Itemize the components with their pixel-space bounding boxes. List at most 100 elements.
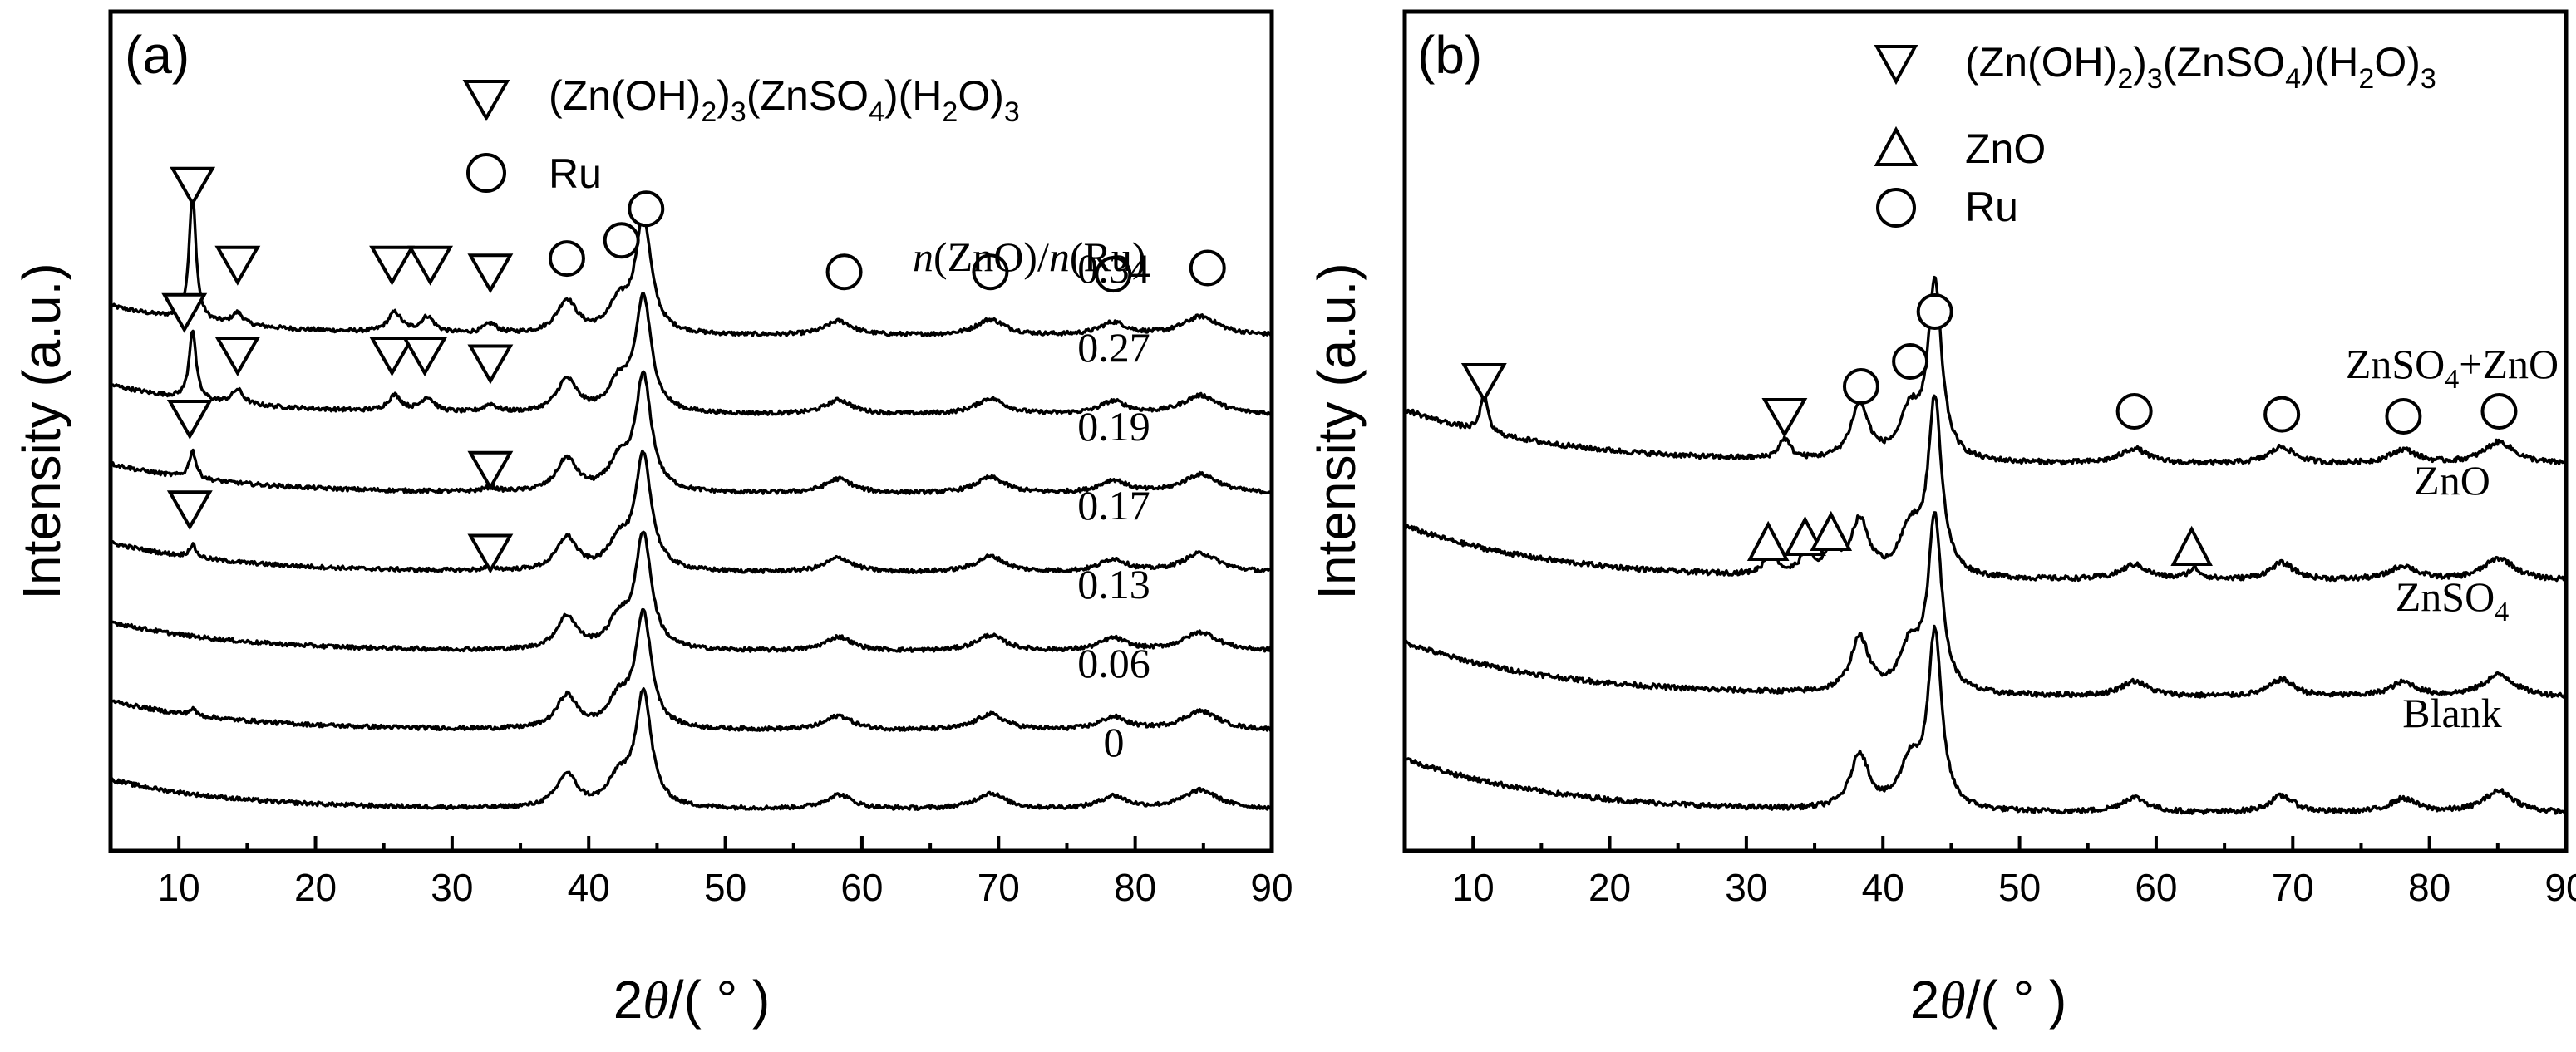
hydrozincite-peak-marker — [1460, 363, 1507, 404]
legend-a-circle-marker — [466, 153, 506, 193]
panel-a-x-axis-label: 2θ/( ° ) — [613, 970, 771, 1030]
xrd-trace-0.13 — [109, 530, 1273, 653]
x-tick-label: 30 — [431, 866, 473, 909]
panel-b-traces — [1403, 275, 2568, 815]
hydrozincite-peak-marker — [161, 292, 208, 333]
hydrozincite-peak-marker — [467, 533, 514, 574]
ru-peak-marker — [1095, 256, 1132, 293]
ru-peak-marker — [1916, 293, 1953, 330]
panel-a-markers — [161, 166, 1226, 574]
x-tick-label: 80 — [1114, 866, 1156, 909]
panel-b-y-axis-label: Intensity (a.u.) — [1307, 263, 1367, 600]
x-tick-label: 70 — [978, 866, 1020, 909]
panel-a-traces — [109, 193, 1273, 811]
zno-peak-marker — [2170, 525, 2213, 566]
panel-a-label: (a) — [125, 25, 190, 85]
ru-peak-marker — [2385, 398, 2422, 435]
xrd-trace-ZnO — [1403, 394, 2568, 583]
panel-a-legend: (Zn(OH)2)3(ZnSO4)(H2O)3 Ru — [462, 72, 1020, 197]
ru-peak-marker — [972, 253, 1009, 291]
x-tick-label: 40 — [568, 866, 610, 909]
ru-peak-marker — [1189, 249, 1226, 287]
panel-a-frame — [108, 9, 1274, 853]
ru-peak-marker — [1842, 368, 1879, 405]
series-label-ZnSO4+ZnO: ZnSO4+ZnO — [2346, 341, 2559, 395]
series-label-0.34: 0.34 — [1077, 245, 1150, 292]
series-label-0.17: 0.17 — [1077, 482, 1150, 528]
hydrozincite-peak-marker — [467, 253, 514, 294]
zno-peak-marker — [1810, 510, 1853, 551]
x-tick-label: 50 — [704, 866, 746, 909]
legend-b-label-hydrozincite: (Zn(OH)2)3(ZnSO4)(H2O)3 — [1965, 39, 2436, 95]
hydrozincite-peak-marker — [166, 400, 213, 440]
x-tick-label: 50 — [1998, 866, 2041, 909]
ru-peak-marker — [1892, 343, 1929, 380]
ru-peak-marker — [825, 253, 863, 291]
x-tick-label: 60 — [840, 866, 883, 909]
panel-b-frame — [1402, 9, 2569, 853]
ru-peak-marker — [548, 240, 585, 278]
hydrozincite-peak-marker — [214, 245, 261, 286]
panel-a-series-labels: 0.34 0.27 0.19 0.17 0.13 0.06 0 — [1077, 245, 1150, 765]
series-label-0.13: 0.13 — [1077, 561, 1150, 607]
legend-a-label-hydrozincite: (Zn(OH)2)3(ZnSO4)(H2O)3 — [549, 72, 1020, 128]
panel-b-label: (b) — [1417, 25, 1482, 85]
panel-b-x-axis-label: 2θ/( ° ) — [1910, 970, 2067, 1030]
hydrozincite-peak-marker — [401, 337, 448, 377]
panel-a-y-axis-label: Intensity (a.u.) — [12, 263, 71, 600]
hydrozincite-peak-marker — [214, 337, 261, 377]
panel-b-series-labels: ZnSO4+ZnO ZnO ZnSO4 Blank — [2346, 341, 2559, 736]
x-tick-label: 60 — [2135, 866, 2177, 909]
panel-a: 10 20 30 40 50 60 70 80 90 0.340.270.190.170.130… — [12, 9, 1293, 1030]
xrd-trace-ZnSO4 — [1403, 511, 2568, 699]
x-tick-label: 90 — [2544, 866, 2576, 909]
series-label-ZnSO4: ZnSO4 — [2396, 573, 2509, 627]
hydrozincite-peak-marker — [369, 337, 416, 377]
xrd-trace-0.19 — [109, 370, 1273, 495]
xrd-trace-0.06 — [109, 607, 1273, 732]
ru-peak-marker — [628, 190, 665, 228]
x-tick-label: 70 — [2272, 866, 2314, 909]
series-label-0.19: 0.19 — [1077, 403, 1150, 450]
ru-peak-marker — [2480, 393, 2518, 430]
x-tick-label: 20 — [1588, 866, 1631, 909]
ru-peak-marker — [603, 222, 640, 259]
series-label-0.06: 0.06 — [1077, 640, 1150, 686]
panel-b-x-ticks: 10 20 30 40 50 60 70 80 90 — [1403, 836, 2576, 909]
xrd-trace-0 — [109, 687, 1273, 811]
legend-b-triangle-up-marker — [1874, 125, 1918, 166]
x-tick-label: 20 — [294, 866, 337, 909]
xrd-trace-Blank — [1404, 624, 2568, 815]
hydrozincite-peak-marker — [1761, 398, 1808, 439]
x-tick-label: 80 — [2408, 866, 2450, 909]
x-tick-label: 90 — [1250, 866, 1293, 909]
panel-a-x-ticks: 10 20 30 40 50 60 70 80 90 — [109, 836, 1293, 909]
xrd-trace-ZnSO4+ZnO — [1403, 275, 2568, 466]
legend-b-label-zno: ZnO — [1965, 125, 2046, 172]
legend-a-label-ru: Ru — [549, 150, 602, 197]
hydrozincite-peak-marker — [467, 450, 514, 491]
hydrozincite-peak-marker — [170, 166, 216, 207]
series-label-ZnO: ZnO — [2414, 457, 2490, 504]
xrd-trace-0.17 — [110, 449, 1273, 574]
series-label-0.27: 0.27 — [1077, 324, 1150, 371]
panel-b-legend: (Zn(OH)2)3(ZnSO4)(H2O)3 ZnO Ru — [1874, 39, 2436, 230]
panel-a-series-title: n(ZnO)/n(Ru) — [913, 234, 1146, 280]
hydrozincite-peak-marker — [407, 245, 454, 286]
legend-b-circle-marker — [1876, 188, 1916, 228]
legend-b-label-ru: Ru — [1965, 184, 2018, 230]
ru-peak-marker — [2263, 396, 2301, 433]
x-tick-label: 30 — [1725, 866, 1767, 909]
hydrozincite-peak-marker — [369, 245, 416, 286]
panel-b: 10 20 30 40 50 60 70 80 90 ZnSO4+ZnO ZnO ZnSO4 Blan… — [1307, 9, 2576, 1030]
zno-peak-marker — [1746, 520, 1790, 561]
series-label-Blank: Blank — [2402, 690, 2501, 736]
x-tick-label: 40 — [1862, 866, 1904, 909]
legend-a-triangle-down-marker — [462, 80, 510, 122]
legend-b-triangle-down-marker — [1874, 45, 1918, 86]
x-tick-label: 10 — [1452, 866, 1495, 909]
xrd-trace-0.27 — [109, 292, 1273, 416]
panel-b-markers — [1460, 293, 2518, 566]
hydrozincite-peak-marker — [166, 490, 213, 531]
